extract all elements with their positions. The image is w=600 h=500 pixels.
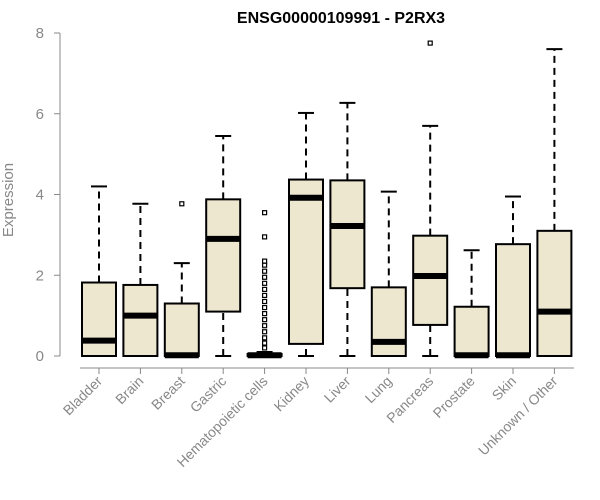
box-hematopoietic-cells [246, 210, 283, 359]
y-tick-label: 2 [36, 267, 44, 284]
outlier-point [262, 258, 268, 264]
box-iqr [122, 283, 159, 357]
y-tick-label: 4 [36, 187, 44, 204]
outlier-point [262, 286, 268, 292]
y-ticks: 0 2 4 6 8 [36, 25, 60, 365]
x-tick-label: Unknown / Other [475, 373, 561, 459]
outlier-point [262, 262, 268, 268]
outlier-point [262, 317, 268, 323]
box-iqr [81, 281, 117, 357]
x-tick-label: Lung [362, 373, 395, 406]
boxes-group [81, 40, 573, 359]
y-tick-label: 6 [36, 106, 44, 123]
box-prostate [453, 249, 490, 359]
box-iqr [288, 178, 324, 345]
box-iqr [453, 305, 490, 357]
outlier-point [262, 298, 268, 305]
outlier-point [262, 210, 268, 216]
y-tick-label: 0 [36, 348, 44, 365]
x-tick-label: Kidney [271, 373, 313, 415]
outlier-point [262, 345, 268, 351]
x-tick-label: Breast [148, 373, 188, 413]
box-kidney [288, 111, 324, 357]
x-tick-label: Bladder [60, 373, 106, 419]
box-iqr [412, 234, 449, 326]
x-tick-label: Liver [321, 373, 354, 406]
box-bladder [81, 185, 117, 357]
box-skin [495, 195, 531, 359]
box-iqr [536, 229, 573, 357]
y-tick-label: 8 [36, 25, 44, 42]
outlier-point [262, 280, 268, 286]
box-iqr [329, 179, 366, 290]
outlier-point [262, 274, 268, 280]
outlier-point [427, 40, 433, 46]
outlier-point [179, 201, 185, 207]
box-unknown-other [536, 48, 573, 357]
outlier-point [262, 329, 268, 335]
outlier-point [262, 292, 268, 299]
box-brain [122, 202, 159, 357]
x-tick-label: Brain [112, 373, 146, 407]
box-breast [163, 201, 200, 359]
outlier-point [262, 335, 268, 341]
box-lung [370, 190, 407, 357]
box-iqr [205, 198, 242, 313]
x-tick-label: Skin [489, 373, 520, 404]
box-gastric [205, 134, 242, 357]
box-pancreas [412, 40, 449, 357]
outlier-point [262, 323, 268, 329]
box-iqr [163, 302, 200, 358]
outlier-point [262, 311, 268, 317]
outlier-point [262, 268, 268, 274]
y-axis-label: Expression [0, 163, 17, 237]
box-iqr [370, 286, 407, 357]
box-iqr [495, 243, 531, 358]
box-liver [329, 101, 366, 357]
x-tick-label: Prostate [430, 373, 478, 421]
outlier-point [262, 234, 268, 240]
outlier-point [262, 340, 268, 346]
chart-title: ENSG00000109991 - P2RX3 [237, 10, 445, 27]
outlier-point [262, 304, 268, 311]
